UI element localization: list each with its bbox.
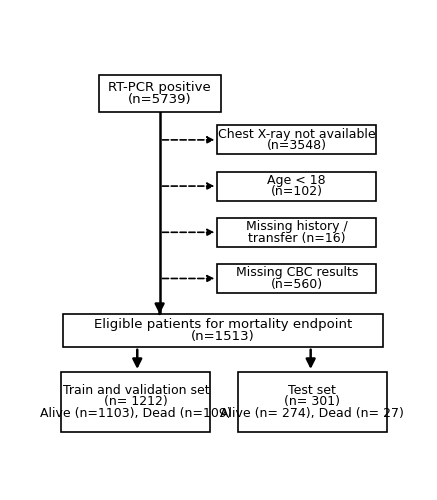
FancyBboxPatch shape xyxy=(61,372,211,432)
Text: (n=5739): (n=5739) xyxy=(128,93,191,106)
FancyBboxPatch shape xyxy=(217,172,376,200)
Text: Chest X-ray not available: Chest X-ray not available xyxy=(218,128,375,140)
Text: Test set: Test set xyxy=(288,384,336,396)
Text: transfer (n=16): transfer (n=16) xyxy=(248,232,346,244)
Text: (n= 1212): (n= 1212) xyxy=(104,395,168,408)
Text: (n= 301): (n= 301) xyxy=(284,395,340,408)
Text: Age < 18: Age < 18 xyxy=(267,174,326,187)
Text: (n=102): (n=102) xyxy=(271,186,323,198)
FancyBboxPatch shape xyxy=(238,372,386,432)
Text: Alive (n= 274), Dead (n= 27): Alive (n= 274), Dead (n= 27) xyxy=(220,406,404,420)
Text: (n=3548): (n=3548) xyxy=(267,139,327,152)
Text: RT-PCR positive: RT-PCR positive xyxy=(108,82,211,94)
Text: Alive (n=1103), Dead (n=109): Alive (n=1103), Dead (n=109) xyxy=(40,406,232,420)
FancyBboxPatch shape xyxy=(63,314,383,347)
Text: (n=560): (n=560) xyxy=(271,278,323,291)
Text: Missing CBC results: Missing CBC results xyxy=(236,266,358,279)
FancyBboxPatch shape xyxy=(217,264,376,293)
FancyBboxPatch shape xyxy=(217,126,376,154)
Text: Missing history /: Missing history / xyxy=(246,220,348,233)
Text: (n=1513): (n=1513) xyxy=(191,330,255,342)
FancyBboxPatch shape xyxy=(99,76,221,112)
Text: Eligible patients for mortality endpoint: Eligible patients for mortality endpoint xyxy=(94,318,352,331)
FancyBboxPatch shape xyxy=(217,218,376,246)
Text: Train and validation set: Train and validation set xyxy=(62,384,209,396)
